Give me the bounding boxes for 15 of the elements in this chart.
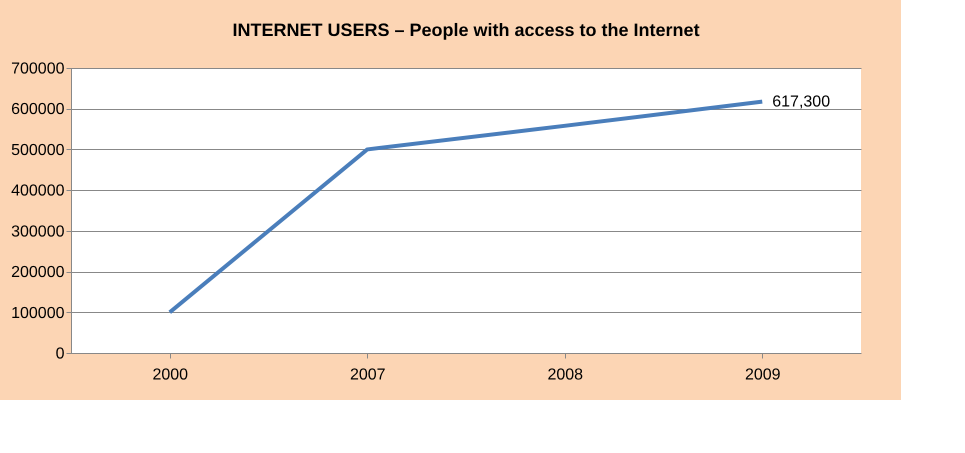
chart-title: INTERNET USERS – People with access to the Internet	[232, 20, 700, 40]
x-tick-label: 2000	[152, 366, 188, 384]
y-tick-label: 0	[56, 346, 65, 362]
y-tick-label: 400000	[11, 182, 65, 200]
y-tick-label: 700000	[11, 60, 65, 78]
x-tick-label: 2009	[744, 366, 781, 384]
x-tick-label: 2007	[350, 366, 386, 384]
y-tick-label: 300000	[11, 223, 65, 240]
y-tick-label: 200000	[11, 264, 65, 282]
y-tick-label: 500000	[11, 142, 65, 159]
y-tick-label: 100000	[11, 304, 65, 322]
line-series	[168, 100, 764, 314]
y-tick-label: 600000	[11, 101, 65, 118]
data-label: 617,300	[772, 94, 830, 111]
x-tick-label: 2008	[547, 366, 584, 384]
